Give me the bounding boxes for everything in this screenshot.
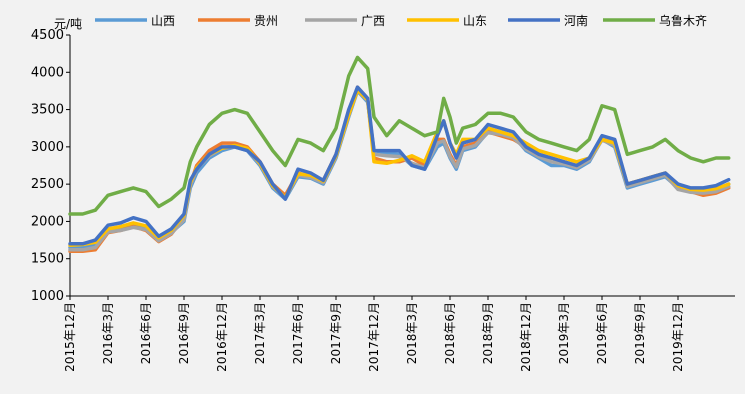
- series-line-3: [68, 88, 731, 248]
- series-lines: [68, 55, 731, 254]
- x-tick-label: 2017年12月: [367, 302, 381, 372]
- x-tick-label: 2016年3月: [101, 302, 115, 364]
- legend-label: 河南: [564, 13, 588, 28]
- x-tick-label: 2017年9月: [329, 302, 343, 364]
- x-tick-label: 2019年3月: [557, 302, 571, 364]
- legend-label: 广西: [361, 14, 385, 28]
- y-axis-unit-label: 元/吨: [54, 17, 82, 31]
- legend: 山西 贵州 广西 山东 河南 乌鲁木齐: [95, 13, 707, 28]
- legend-label: 山东: [463, 14, 487, 28]
- y-tick-label: 4000: [31, 65, 64, 80]
- x-tick-label: 2018年3月: [405, 302, 419, 364]
- x-tick-label: 2018年6月: [443, 302, 457, 364]
- series-line-1: [68, 85, 731, 254]
- y-tick-label: 2500: [31, 177, 64, 192]
- x-tick-label: 2018年12月: [519, 302, 533, 372]
- series-line-2: [68, 88, 731, 252]
- legend-label: 山西: [151, 14, 175, 28]
- x-tick-label: 2019年12月: [671, 302, 685, 372]
- legend-label: 乌鲁木齐: [659, 13, 707, 28]
- y-tick-label: 2000: [31, 214, 64, 229]
- legend-label: 贵州: [254, 14, 278, 28]
- x-axis: 2015年12月 2016年3月 2016年6月 2016年9月 2016年12月 201…: [63, 295, 735, 372]
- x-tick-label: 2018年9月: [481, 302, 495, 364]
- series-line-0: [68, 89, 731, 250]
- x-tick-label: 2017年6月: [291, 302, 305, 364]
- series-line-5: [68, 55, 731, 216]
- x-tick-label: 2017年3月: [253, 302, 267, 364]
- y-tick-label: 1000: [31, 289, 64, 304]
- x-tick-label: 2016年12月: [215, 302, 229, 372]
- series-line-4: [68, 85, 731, 246]
- x-tick-label: 2016年6月: [139, 302, 153, 364]
- y-axis: 1000 1500 2000 2500 3000 3500 4000 4500: [31, 28, 71, 304]
- x-tick-label: 2019年9月: [633, 302, 647, 364]
- x-tick-label: 2019年6月: [595, 302, 609, 364]
- y-tick-label: 3000: [31, 140, 64, 155]
- y-tick-label: 4500: [31, 28, 64, 43]
- y-tick-label: 1500: [31, 252, 64, 267]
- x-tick-label: 2016年9月: [177, 302, 191, 364]
- y-tick-label: 3500: [31, 103, 64, 118]
- x-tick-label: 2015年12月: [63, 302, 77, 372]
